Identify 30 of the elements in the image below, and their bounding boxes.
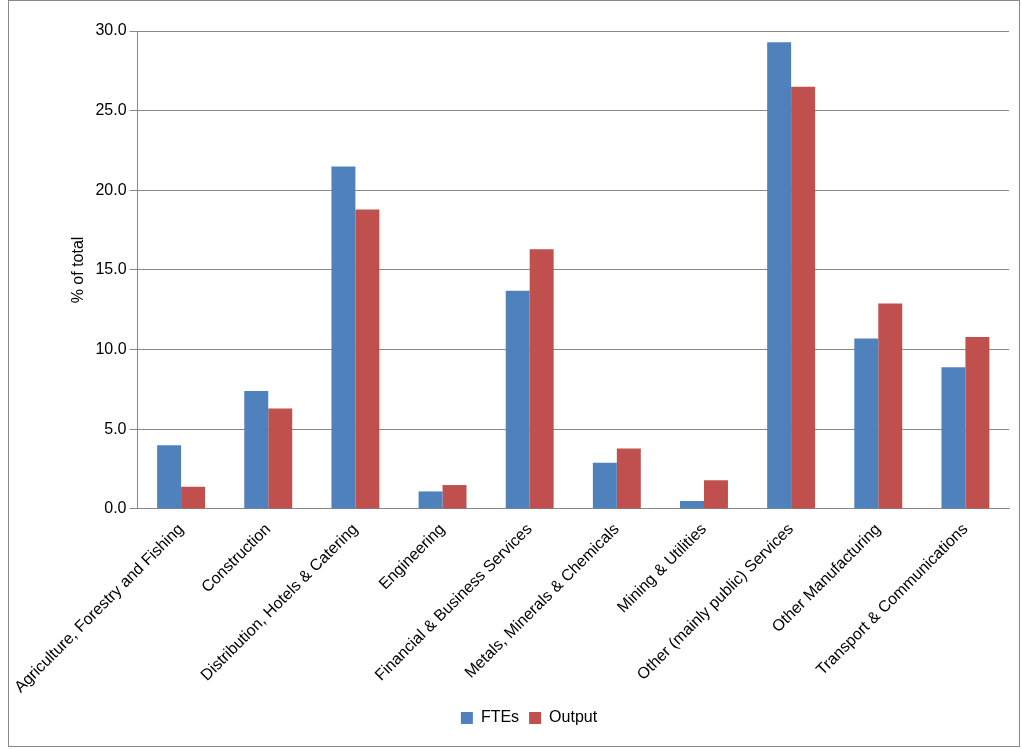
- bar: [355, 209, 380, 509]
- legend-label: FTEs: [480, 708, 520, 726]
- bar: [529, 249, 554, 509]
- bar: [505, 290, 530, 509]
- bar: [941, 367, 966, 509]
- legend-label: Output: [549, 708, 598, 726]
- bar: [767, 42, 792, 509]
- bar: [791, 86, 816, 509]
- bar: [878, 303, 903, 509]
- y-tick-label: 30.0: [95, 21, 127, 39]
- y-tick-label: 5.0: [104, 419, 127, 437]
- bar: [331, 166, 356, 509]
- y-tick-label: 15.0: [95, 260, 127, 278]
- bar: [244, 391, 269, 509]
- y-axis-title: % of total: [69, 236, 87, 304]
- bar: [157, 445, 182, 509]
- bar: [442, 485, 467, 509]
- bar: [268, 408, 293, 509]
- bar: [854, 338, 879, 509]
- bar: [181, 486, 206, 509]
- y-tick-label: 10.0: [95, 340, 127, 358]
- y-tick-label: 0.0: [104, 499, 127, 517]
- y-tick-label: 20.0: [95, 180, 127, 198]
- bar: [592, 462, 617, 509]
- bar: [418, 491, 443, 509]
- y-tick-label: 25.0: [95, 101, 127, 119]
- bar: [680, 500, 704, 509]
- bar: [703, 480, 728, 509]
- bar: [965, 336, 990, 509]
- bar: [616, 448, 641, 509]
